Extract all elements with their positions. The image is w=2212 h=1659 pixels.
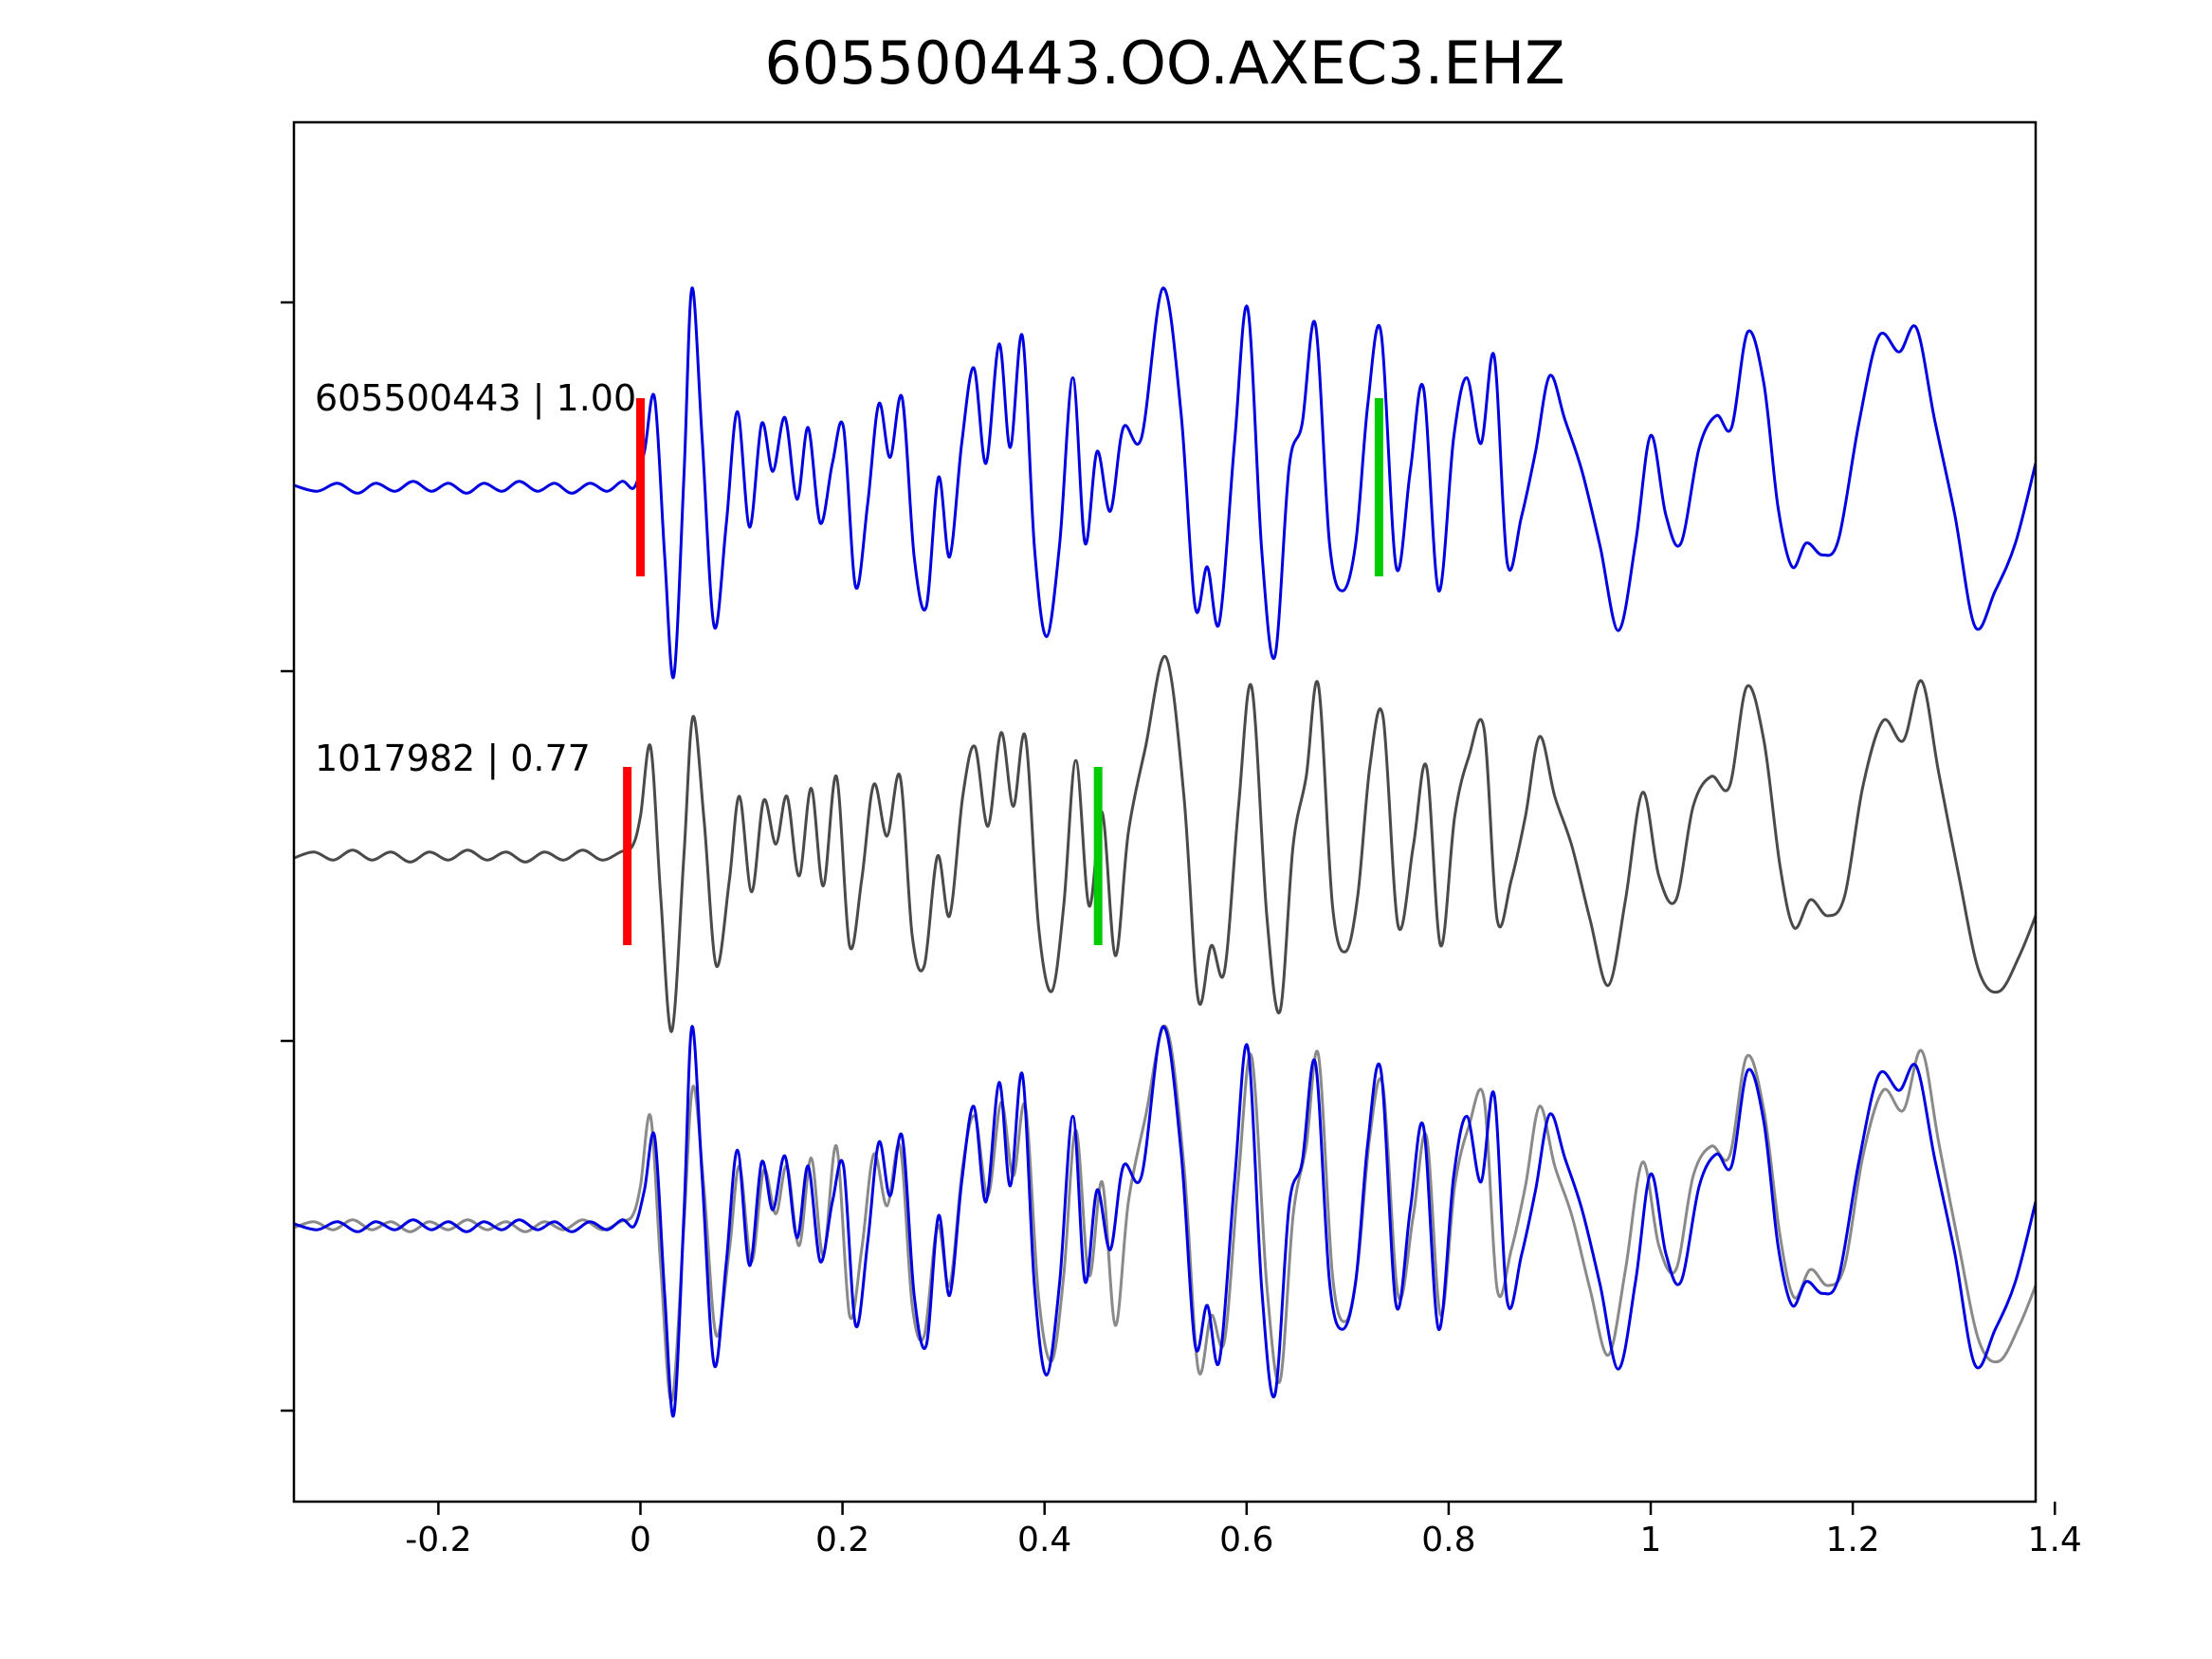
x-tick-label: 0.8 <box>1421 1521 1476 1559</box>
x-tick-label: 1 <box>1639 1521 1662 1559</box>
x-tick-label: 0.6 <box>1219 1521 1274 1559</box>
trace-label-detection: 1017982 | 0.77 <box>315 738 591 779</box>
detection-waveform-row2 <box>294 655 2036 1033</box>
axes-frame <box>292 120 2038 1504</box>
trace-label-template: 605500443 | 1.00 <box>315 377 637 419</box>
x-tick-label: 1.4 <box>2027 1521 2082 1559</box>
figure-title: 605500443.OO.AXEC3.EHZ <box>764 28 1565 98</box>
x-tick-label: 1.2 <box>1825 1521 1880 1559</box>
x-tick-label: 0 <box>630 1521 651 1559</box>
template-waveform-row1 <box>294 286 2036 680</box>
x-tick-label: -0.2 <box>405 1521 472 1559</box>
x-tick-label: 0.2 <box>814 1521 870 1559</box>
template-waveform-row3 <box>294 1025 2036 1418</box>
x-tick-label: 0.4 <box>1017 1521 1072 1559</box>
